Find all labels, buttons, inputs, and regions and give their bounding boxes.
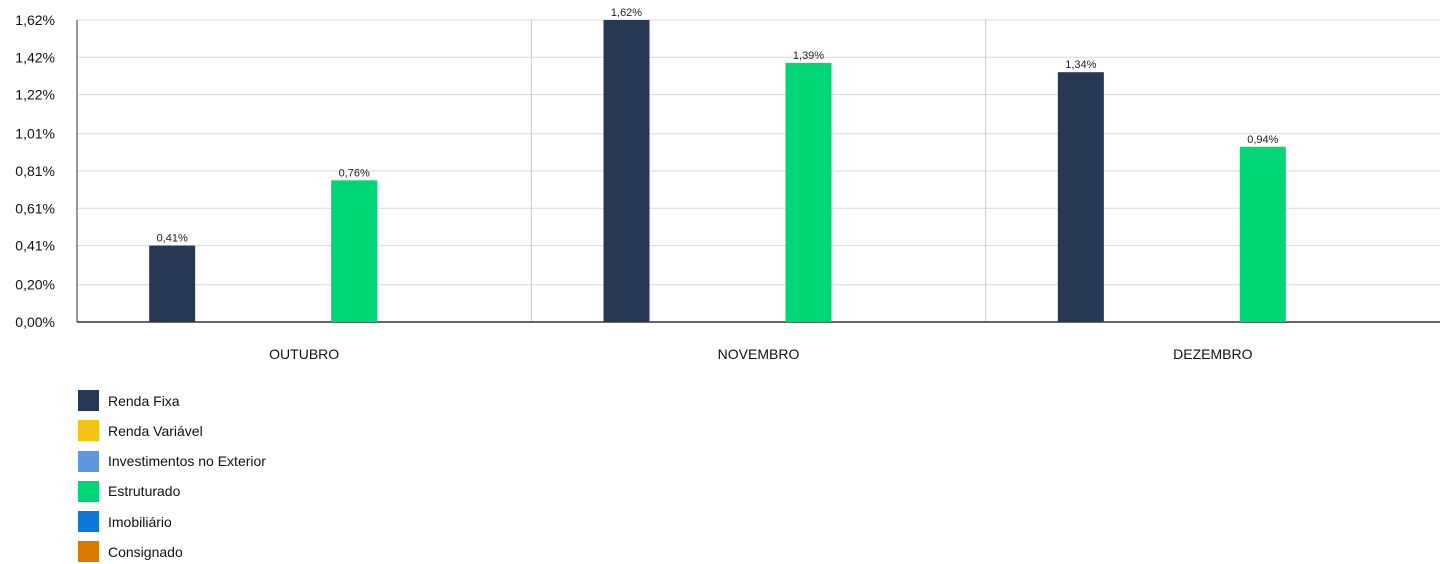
legend-item: Renda Fixa (78, 390, 266, 411)
y-tick-label: 0,20% (15, 277, 55, 293)
bar (1057, 72, 1104, 322)
y-tick-label: 0,41% (15, 238, 55, 254)
legend-swatch (78, 541, 99, 563)
legend-item: Renda Variável (78, 420, 266, 442)
legend-swatch (78, 480, 99, 502)
y-tick-label: 0,61% (15, 200, 55, 216)
data-label: 1,39% (793, 50, 824, 62)
x-tick-label: NOVEMBRO (718, 346, 800, 362)
x-tick-label: DEZEMBRO (1173, 346, 1252, 362)
chart-legend: Renda Fixa Renda Variável Investimentos no… (78, 390, 266, 563)
bar (1239, 146, 1286, 322)
data-label: 1,34% (1065, 59, 1096, 71)
legend-label: Consignado (108, 543, 183, 560)
legend-label: Renda Fixa (108, 392, 180, 409)
bar (785, 62, 832, 322)
legend-label: Renda Variável (108, 422, 203, 439)
bar (149, 245, 196, 322)
legend-item: Consignado (78, 541, 266, 563)
y-tick-label: 1,42% (15, 49, 55, 65)
legend-item: Investimentos no Exterior (78, 450, 266, 472)
bar (603, 20, 650, 322)
y-tick-label: 0,00% (15, 314, 55, 330)
bar (331, 180, 378, 322)
legend-swatch (78, 450, 99, 472)
legend-swatch (78, 390, 99, 411)
y-tick-label: 0,81% (15, 163, 55, 179)
data-label: 0,76% (339, 167, 370, 179)
legend-swatch (78, 511, 99, 533)
legend-label: Imobiliário (108, 513, 172, 530)
data-label: 0,41% (157, 233, 188, 245)
y-tick-label: 1,22% (15, 87, 55, 103)
data-label: 1,62% (611, 7, 642, 19)
legend-swatch (78, 420, 99, 442)
legend-item: Estruturado (78, 480, 266, 502)
legend-label: Estruturado (108, 483, 181, 500)
legend-item: Imobiliário (78, 511, 266, 533)
y-tick-label: 1,62% (15, 12, 55, 28)
bar-chart: 0,00% 0,20% 0,41% 0,61% 0,81% 1,01% 1,22% 1,42%… (15, 7, 1440, 362)
x-tick-label: OUTUBRO (269, 346, 339, 362)
legend-label: Investimentos no Exterior (108, 453, 266, 470)
data-label: 0,94% (1247, 134, 1278, 146)
y-tick-label: 1,01% (15, 126, 55, 142)
